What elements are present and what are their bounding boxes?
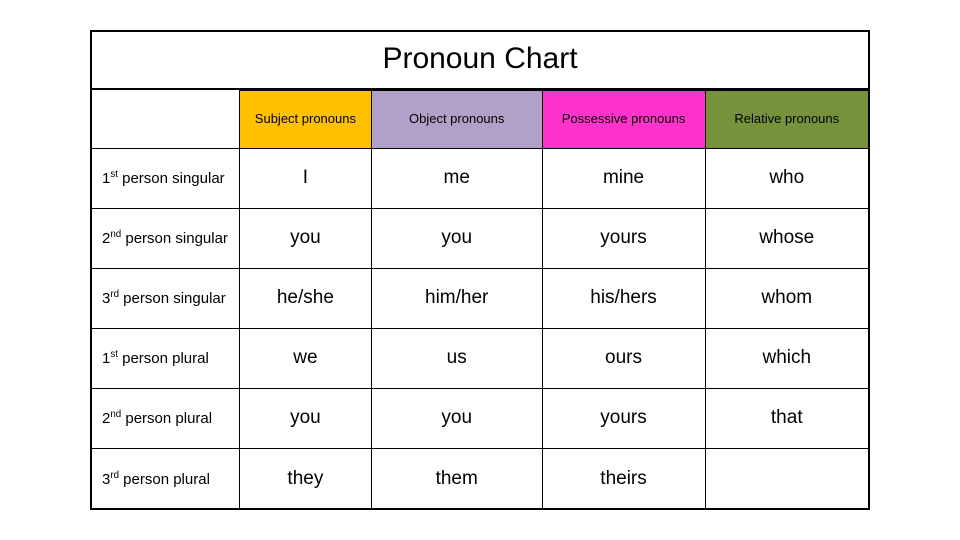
- chart-title: Pronoun Chart: [92, 32, 868, 90]
- row-header: 2nd person plural: [92, 388, 239, 448]
- cell: whom: [705, 268, 868, 328]
- table-row: 2nd person pluralyouyouyoursthat: [92, 388, 868, 448]
- cell: you: [371, 208, 542, 268]
- cell: [705, 448, 868, 508]
- row-header: 3rd person singular: [92, 268, 239, 328]
- cell: which: [705, 328, 868, 388]
- table-row: 1st person singularImeminewho: [92, 148, 868, 208]
- cell: I: [239, 148, 371, 208]
- row-label-rest: person singular: [119, 290, 226, 307]
- row-header: 3rd person plural: [92, 448, 239, 508]
- cell: him/her: [371, 268, 542, 328]
- row-ord-suffix: nd: [110, 409, 121, 420]
- table-row: 3rd person pluraltheythemtheirs: [92, 448, 868, 508]
- cell: yours: [542, 208, 705, 268]
- cell: ours: [542, 328, 705, 388]
- row-label-rest: person singular: [121, 230, 228, 247]
- cell: us: [371, 328, 542, 388]
- row-label-rest: person singular: [118, 170, 225, 187]
- row-label-rest: person plural: [118, 350, 209, 367]
- cell: whose: [705, 208, 868, 268]
- cell: that: [705, 388, 868, 448]
- cell: he/she: [239, 268, 371, 328]
- table-body: 1st person singularImeminewho2nd person …: [92, 148, 868, 508]
- row-ord-suffix: rd: [110, 289, 119, 300]
- col-header-subject: Subject pronouns: [239, 90, 371, 148]
- cell: who: [705, 148, 868, 208]
- cell: theirs: [542, 448, 705, 508]
- col-header-relative: Relative pronouns: [705, 90, 868, 148]
- cell: them: [371, 448, 542, 508]
- pronoun-table: Subject pronouns Object pronouns Possess…: [92, 90, 868, 509]
- row-label-rest: person plural: [119, 471, 210, 488]
- row-ord-suffix: st: [110, 349, 118, 360]
- row-header: 2nd person singular: [92, 208, 239, 268]
- table-row: 2nd person singularyouyouyourswhose: [92, 208, 868, 268]
- row-header: 1st person plural: [92, 328, 239, 388]
- row-ord-suffix: nd: [110, 229, 121, 240]
- cell: mine: [542, 148, 705, 208]
- cell: you: [371, 388, 542, 448]
- pronoun-chart: Pronoun Chart Subject pronouns Object pr…: [90, 30, 870, 511]
- cell: you: [239, 388, 371, 448]
- table-row: 3rd person singularhe/shehim/herhis/hers…: [92, 268, 868, 328]
- row-header: 1st person singular: [92, 148, 239, 208]
- cell: we: [239, 328, 371, 388]
- table-row: 1st person pluralweusourswhich: [92, 328, 868, 388]
- col-header-possessive: Possessive pronouns: [542, 90, 705, 148]
- row-ord-suffix: st: [110, 169, 118, 180]
- row-label-rest: person plural: [121, 410, 212, 427]
- header-row: Subject pronouns Object pronouns Possess…: [92, 90, 868, 148]
- row-ord-suffix: rd: [110, 470, 119, 481]
- cell: his/hers: [542, 268, 705, 328]
- cell: you: [239, 208, 371, 268]
- cell: me: [371, 148, 542, 208]
- cell: yours: [542, 388, 705, 448]
- header-corner: [92, 90, 239, 148]
- cell: they: [239, 448, 371, 508]
- col-header-object: Object pronouns: [371, 90, 542, 148]
